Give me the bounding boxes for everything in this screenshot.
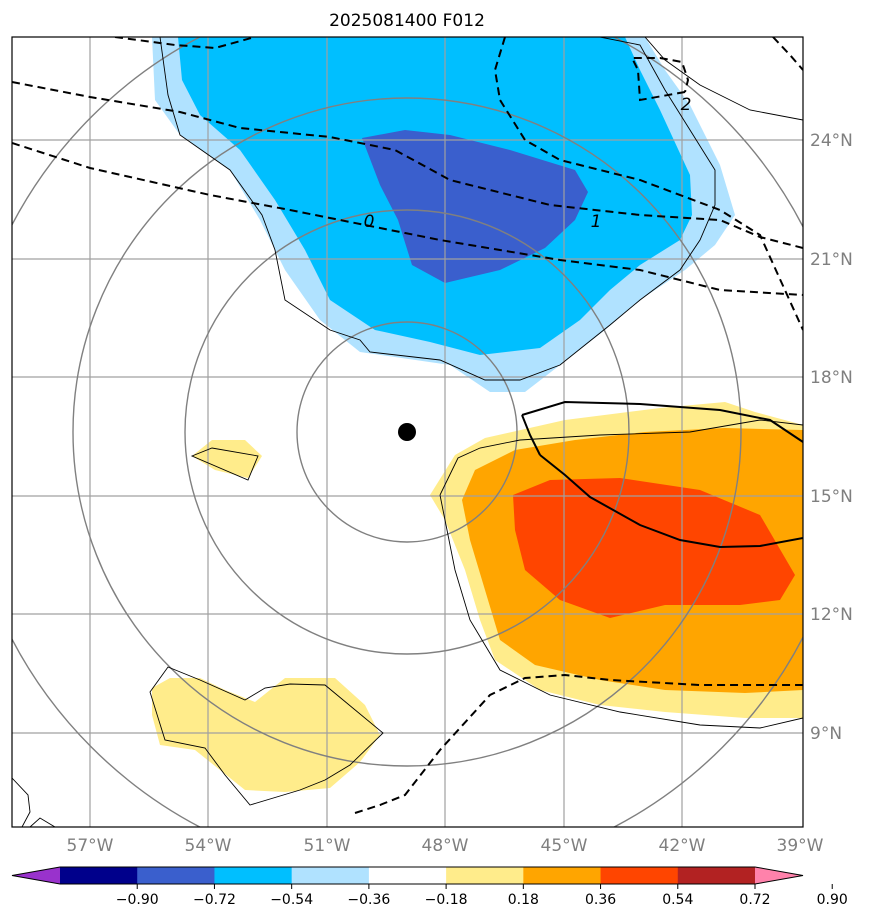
colorbar-swatch [523,867,602,884]
gridlines [12,37,803,827]
colorbar-tick-label: 0.72 [739,892,770,908]
colorbar-swatch [214,867,293,884]
colorbar-swatch [137,867,215,884]
colorbar-tick-label: −0.18 [425,892,468,908]
contour-label-1: 1 [591,212,602,232]
solid-contour [539,454,803,549]
map-frame [11,36,804,828]
storm-center-marker [398,423,416,441]
lat-tick-label: 18°N [810,368,853,388]
lat-tick-label: 15°N [810,487,853,507]
colorbar-swatch [368,867,447,884]
colorbar-tick-label: −0.54 [270,892,313,908]
lon-tick-label: 57°W [67,836,114,856]
lon-tick-label: 48°W [422,836,469,856]
colorbar-tick-label: −0.72 [193,892,236,908]
colorbar-swatch [60,867,138,884]
colorbar-tick-label: 0.18 [508,892,539,908]
lon-tick-labels: 57°W 54°W 51°W 48°W 45°W 42°W 39°W [67,836,824,856]
lon-tick-label: 45°W [541,836,588,856]
range-rings [12,37,803,827]
lon-tick-label: 39°W [777,836,824,856]
dashed-contours [12,37,803,814]
colorbar-swatch [600,867,679,884]
colorbar-tick-label: 0.90 [817,892,848,908]
lon-tick-label: 51°W [304,836,351,856]
colorbar-outline [11,866,804,885]
colorbar-swatch [446,867,524,884]
colorbar-tick-label: 0.36 [585,892,616,908]
map-area: 0 1 2 [12,37,803,827]
lat-tick-label: 21°N [810,250,853,270]
solid-contour-join [521,414,541,456]
lat-tick-label: 9°N [810,724,842,744]
colorbar-tick-label: −0.90 [116,892,159,908]
lon-tick-label: 54°W [185,836,232,856]
contour-labels: 0 1 2 [364,95,692,232]
contour-label-2: 2 [681,95,692,115]
colorbar-tick-label: −0.36 [347,892,390,908]
lat-tick-labels: 24°N 21°N 18°N 15°N 12°N 9°N [810,131,853,744]
lon-tick-label: 42°W [659,836,706,856]
lat-tick-label: 24°N [810,131,853,151]
negative-anomaly-dark [362,130,588,283]
colorbar-tick-label: 0.54 [662,892,693,908]
figure-title: 2025081400 F012 [329,11,485,31]
positive-anomaly-island-left [192,440,262,478]
solid-contour-upper [521,400,803,443]
colorbar-extension-low [12,867,60,884]
colorbar-swatch [291,867,370,884]
thin-outline-contours [12,37,803,827]
positive-anomaly-red [513,478,795,618]
colorbar: −0.90 −0.72 −0.54 −0.36 −0.18 0.18 0.36 0.54 0.7… [11,866,848,908]
colorbar-swatch [677,867,756,884]
lat-tick-label: 12°N [810,605,853,625]
colorbar-extension-high [755,867,803,884]
contour-label-0: 0 [364,212,375,232]
